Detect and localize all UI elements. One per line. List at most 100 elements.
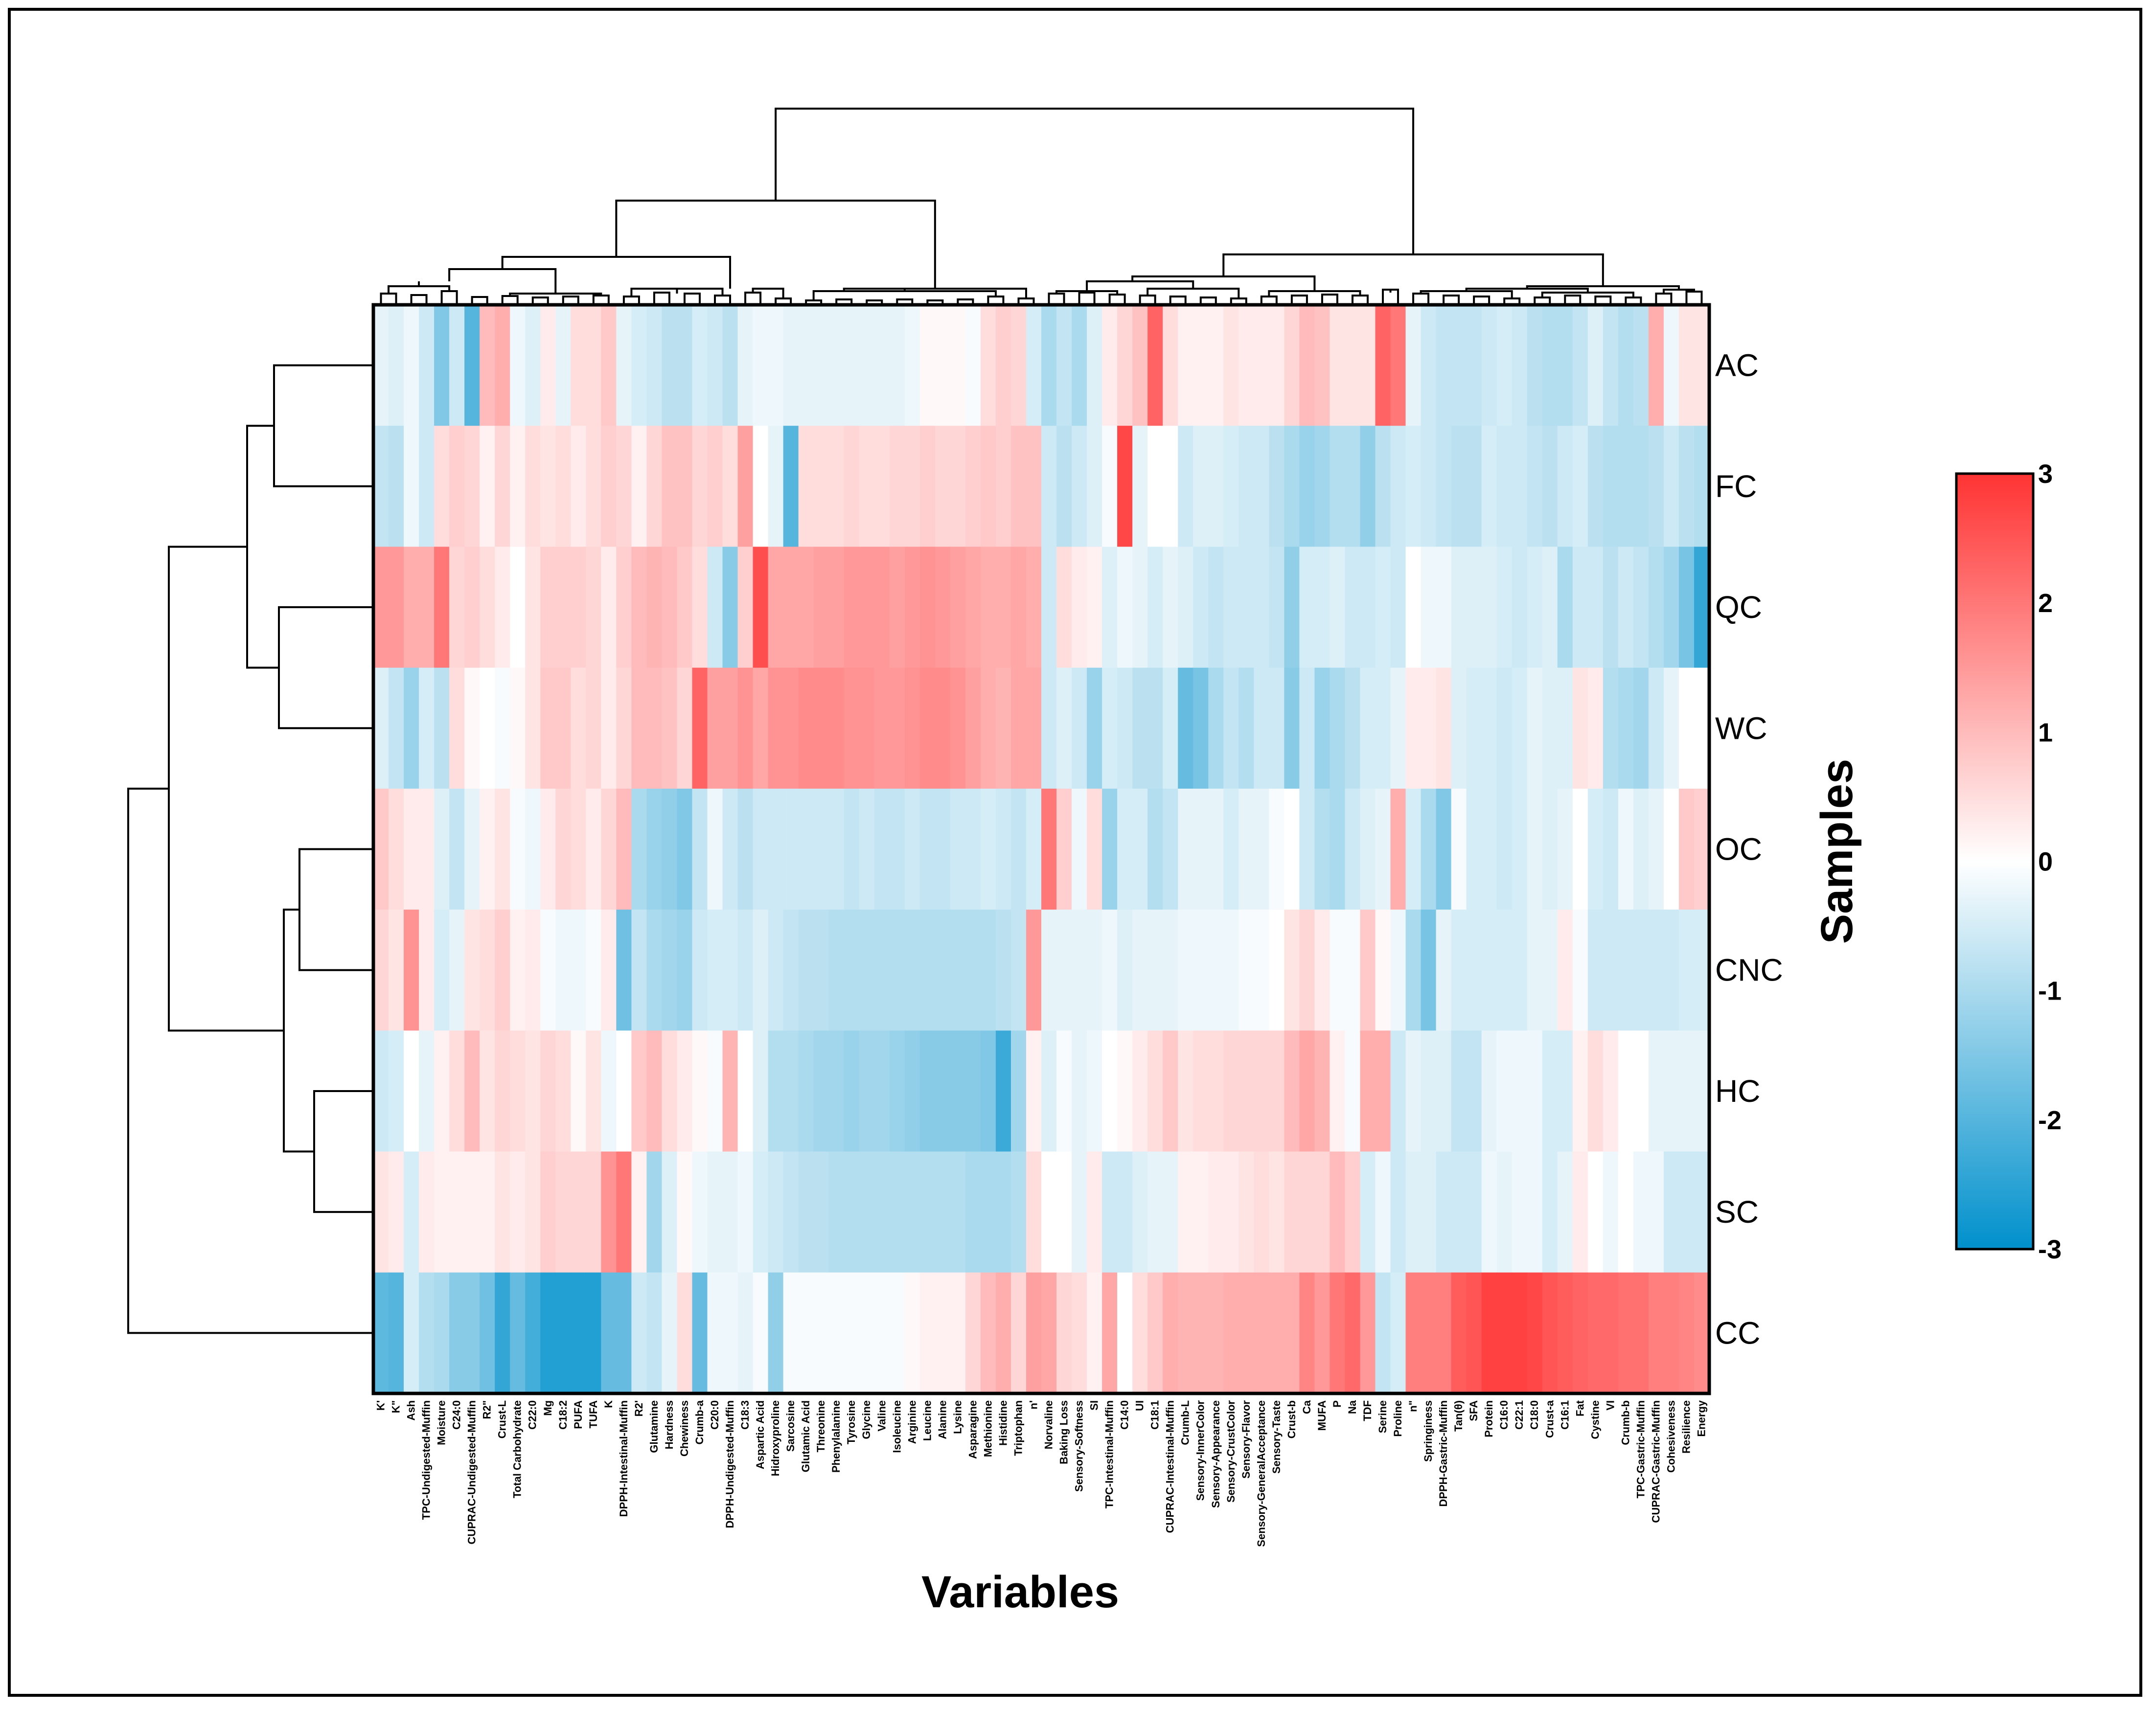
heatmap-cell [586,426,601,547]
heatmap-cell [935,547,951,668]
heatmap-cell [389,426,404,547]
heatmap-cell [1390,910,1406,1031]
heatmap-cell [631,305,647,426]
heatmap-cell [1193,788,1209,910]
column-label: Ca [1301,1400,1313,1414]
heatmap-cell [1208,1151,1224,1273]
heatmap-cell [1269,547,1284,668]
heatmap-cell [1345,1030,1361,1152]
heatmap-cell [1117,1030,1133,1152]
dendrogram-link [615,200,936,289]
heatmap-cell [859,1272,875,1394]
heatmap-cell [1663,910,1679,1031]
heatmap-cell [389,1030,404,1152]
heatmap-cell [1087,426,1102,547]
heatmap-cell [889,788,905,910]
dendrogram-link [1290,295,1308,305]
heatmap-cell [1056,910,1072,1031]
column-label: TPC-Gastric-Muffin [1634,1400,1647,1498]
heatmap-cell [1178,1030,1193,1152]
heatmap-cell [1694,667,1710,789]
heatmap-cell [1239,910,1254,1031]
heatmap-cell [798,1030,814,1152]
heatmap-cell [571,547,586,668]
heatmap-cell [1087,788,1102,910]
heatmap-cell [965,426,981,547]
heatmap-cell [464,1272,480,1394]
heatmap-cell [646,667,663,789]
heatmap-cell [874,1030,890,1152]
heatmap-cell [753,547,769,668]
column-label: Crumb-a [693,1400,706,1444]
heatmap-cell [1087,667,1102,789]
heatmap-cell [1542,667,1558,789]
heatmap-cell [904,547,920,668]
heatmap-cell [480,426,495,547]
heatmap-cell [1390,426,1406,547]
heatmap-cell [495,788,510,910]
heatmap-cell [1557,426,1573,547]
heatmap-cell [1026,667,1042,789]
column-label: C22:1 [1513,1400,1525,1430]
heatmap-cell [480,667,495,789]
heatmap-cell [434,788,450,910]
heatmap-cell [616,426,632,547]
column-label: UI [1134,1400,1146,1411]
heatmap-cell [1572,910,1588,1031]
heatmap-cell [828,788,845,910]
dendrogram-link [1268,290,1361,296]
heatmap-cell [1390,788,1406,910]
heatmap-cell [525,788,541,910]
heatmap-cell [722,1272,738,1394]
heatmap-cell [889,910,905,1031]
heatmap-cell [753,426,769,547]
heatmap-cell [1572,547,1588,668]
heatmap-cell [464,547,480,668]
heatmap-cell [1223,1030,1239,1152]
heatmap-cell [586,1151,601,1273]
column-label: Histidine [997,1400,1009,1446]
heatmap-cell [1208,1030,1224,1152]
heatmap-cell [1421,910,1437,1031]
heatmap-cell [904,788,920,910]
heatmap-cell [1603,1030,1619,1152]
heatmap-cell [510,910,526,1031]
row-label: QC [1715,590,1762,625]
heatmap-cell [1314,547,1330,668]
heatmap-cell [1117,788,1133,910]
heatmap-cell [1072,1151,1087,1273]
heatmap-cell [480,788,495,910]
heatmap-cell [1284,1030,1300,1152]
heatmap-cell [1451,667,1467,789]
heatmap-cell [464,1030,480,1152]
heatmap-cell [1663,305,1679,426]
heatmap-cell [1299,305,1315,426]
heatmap-cell [722,667,738,789]
heatmap-cell [464,1151,480,1273]
heatmap-cell [1345,426,1361,547]
column-label: TPC-Intestinal-Muffin [1103,1400,1116,1508]
heatmap-cell [874,305,890,426]
heatmap-cell [449,305,465,426]
heatmap-cell [1299,788,1315,910]
heatmap-cell [555,547,571,668]
heatmap-cell [1527,305,1543,426]
heatmap-cell [707,1151,723,1273]
heatmap-cell [1421,547,1437,668]
heatmap-cell [1678,1272,1695,1394]
heatmap-cell [510,788,526,910]
heatmap-cell [737,1272,754,1394]
heatmap-cell [1603,305,1619,426]
heatmap-cell [722,1151,738,1273]
heatmap-cell [1269,1151,1284,1273]
heatmap-cell [601,788,617,910]
heatmap-cell [935,667,951,789]
column-dendrogram [380,108,1703,305]
heatmap-cell [1132,426,1148,547]
heatmap-cell [404,1151,419,1273]
heatmap-cell [1405,1151,1422,1273]
heatmap-cell [828,667,845,789]
heatmap-cell [874,426,890,547]
heatmap-cell [692,667,708,789]
heatmap-cell [1041,547,1057,668]
